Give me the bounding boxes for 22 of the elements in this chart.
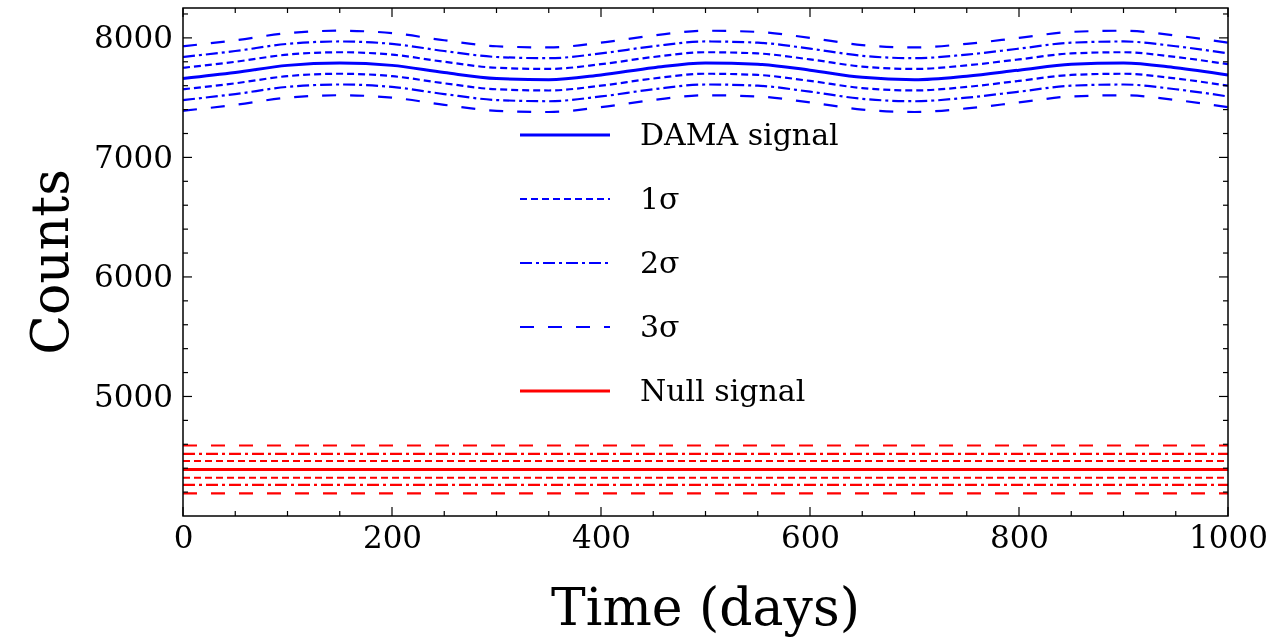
x-tick-label: 200	[362, 519, 423, 556]
x-tick-label: 0	[173, 519, 194, 556]
x-axis-title: Time (days)	[551, 577, 860, 637]
legend-label: DAMA signal	[640, 117, 839, 152]
x-tick-label: 1000	[1189, 519, 1268, 556]
y-tick-label: 6000	[94, 258, 173, 295]
legend-label: 1σ	[640, 181, 680, 216]
y-tick-label: 5000	[94, 377, 173, 414]
line-series	[181, 51, 1230, 71]
y-tick-label: 7000	[94, 138, 173, 175]
line-series	[181, 94, 1230, 114]
y-tick-label: 8000	[94, 19, 173, 56]
legend-label: 3σ	[640, 309, 680, 344]
legend-label: Null signal	[640, 373, 806, 408]
line-series	[181, 61, 1230, 82]
line-series	[181, 72, 1230, 92]
x-tick-label: 400	[571, 519, 632, 556]
y-axis-title: Counts	[20, 169, 80, 355]
legend-label: 2σ	[640, 245, 680, 280]
x-tick-label: 600	[780, 519, 841, 556]
line-series	[181, 29, 1230, 49]
x-tick-label: 800	[989, 519, 1050, 556]
